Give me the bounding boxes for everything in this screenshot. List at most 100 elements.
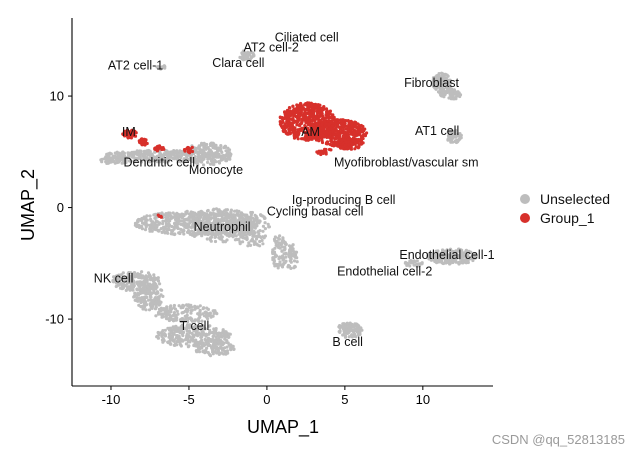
point xyxy=(105,152,109,156)
point xyxy=(223,330,227,334)
point xyxy=(274,240,278,244)
point xyxy=(198,340,202,344)
point xyxy=(275,244,279,248)
point xyxy=(152,273,156,277)
point xyxy=(443,90,447,94)
point xyxy=(171,156,175,160)
point xyxy=(281,240,285,244)
point xyxy=(276,266,280,270)
point xyxy=(201,211,205,215)
point xyxy=(141,154,145,158)
point xyxy=(437,75,441,79)
point xyxy=(226,212,230,216)
point xyxy=(157,221,162,225)
point xyxy=(216,148,220,153)
point xyxy=(453,89,457,93)
point xyxy=(181,325,185,329)
point xyxy=(147,149,151,153)
point xyxy=(211,212,215,216)
cluster-label: T cell xyxy=(180,319,210,333)
point xyxy=(201,218,205,222)
point xyxy=(133,221,138,225)
point xyxy=(261,224,265,228)
point xyxy=(188,221,192,225)
point xyxy=(160,338,164,342)
point xyxy=(182,157,186,161)
point xyxy=(118,286,123,290)
cluster-label: Monocyte xyxy=(189,163,243,177)
point xyxy=(163,231,167,235)
point xyxy=(331,136,335,140)
point xyxy=(157,214,162,218)
x-tick-label: -10 xyxy=(102,392,121,407)
cluster-label: AT2 cell-1 xyxy=(108,58,163,72)
point xyxy=(292,259,297,263)
point xyxy=(207,337,211,341)
point xyxy=(201,341,205,345)
point xyxy=(320,138,324,143)
point xyxy=(320,151,324,155)
point xyxy=(175,157,179,161)
point xyxy=(278,122,282,126)
point xyxy=(147,308,152,312)
point xyxy=(175,316,179,320)
point xyxy=(201,331,205,335)
point xyxy=(198,304,202,308)
cluster-label: AM xyxy=(301,125,320,139)
point xyxy=(114,156,118,160)
point xyxy=(121,150,125,154)
point xyxy=(144,292,148,296)
point xyxy=(150,306,154,310)
point xyxy=(126,272,130,276)
point xyxy=(217,153,221,157)
point xyxy=(105,161,109,165)
point xyxy=(219,235,224,239)
point xyxy=(346,146,351,151)
point xyxy=(153,212,157,216)
point xyxy=(324,107,329,111)
point xyxy=(139,275,143,279)
point xyxy=(163,333,167,337)
point xyxy=(168,213,172,217)
point xyxy=(219,334,223,338)
point xyxy=(211,334,215,339)
point xyxy=(174,329,178,333)
point xyxy=(145,214,149,218)
point xyxy=(348,137,352,141)
point xyxy=(197,313,201,317)
point xyxy=(220,150,224,154)
point xyxy=(292,266,296,270)
point xyxy=(198,231,202,235)
point xyxy=(189,303,193,307)
cluster-label: Cycling basal cell xyxy=(267,204,364,218)
point xyxy=(341,333,345,337)
point xyxy=(152,298,156,302)
point xyxy=(255,224,259,228)
point xyxy=(141,287,146,291)
point xyxy=(206,351,210,355)
point xyxy=(184,225,188,229)
point xyxy=(154,314,158,318)
point xyxy=(229,220,233,224)
point xyxy=(292,114,296,118)
point xyxy=(161,333,165,337)
cluster-label: AT2 cell-2 xyxy=(244,41,299,55)
point xyxy=(354,329,358,333)
point xyxy=(449,80,453,84)
point xyxy=(339,119,343,123)
point xyxy=(291,104,295,108)
point xyxy=(185,222,189,226)
point xyxy=(294,250,299,254)
point xyxy=(148,295,152,299)
point xyxy=(176,312,180,316)
point xyxy=(183,309,187,313)
point xyxy=(448,86,452,90)
point xyxy=(205,229,210,233)
point xyxy=(149,275,153,279)
point xyxy=(226,146,230,150)
point xyxy=(325,110,329,114)
point xyxy=(121,286,125,290)
point xyxy=(160,308,164,312)
point xyxy=(193,305,197,309)
x-tick-label: -5 xyxy=(183,392,195,407)
